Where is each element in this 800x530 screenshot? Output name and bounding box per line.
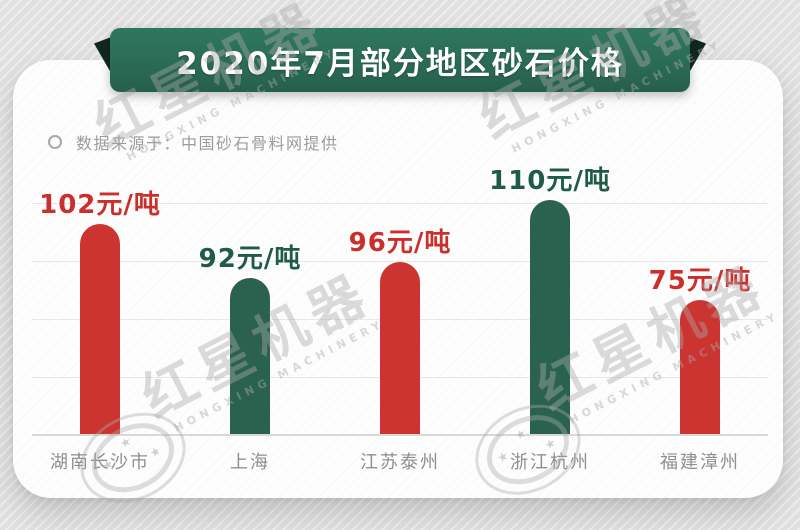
- bar-jiangsu-taizhou: [380, 262, 420, 434]
- page-title: 2020年7月部分地区砂石价格: [176, 45, 624, 82]
- circle-bullet-icon: [48, 135, 62, 149]
- bar-shanghai: [230, 278, 270, 434]
- city-label: 上海: [230, 452, 270, 473]
- bar-zhejiang-hangzhou: [530, 200, 570, 434]
- bar-fujian-zhangzhou: [680, 300, 720, 434]
- city-label: 湖南长沙市: [50, 452, 150, 473]
- city-label: 浙江杭州: [510, 452, 590, 473]
- source-note: 数据来源于：中国砂石骨料网提供: [76, 134, 339, 153]
- gridline: [32, 203, 768, 204]
- source-row: 数据来源于：中国砂石骨料网提供: [48, 130, 339, 154]
- city-label: 福建漳州: [660, 452, 740, 473]
- price-label: 92元/吨: [198, 244, 302, 274]
- gridline: [32, 261, 768, 262]
- price-label: 75元/吨: [648, 266, 752, 296]
- city-label: 江苏泰州: [360, 452, 440, 473]
- bar-hunan-changsha: [80, 224, 120, 434]
- title-banner: 2020年7月部分地区砂石价格: [110, 28, 690, 92]
- axis-baseline: [32, 434, 768, 436]
- price-label: 102元/吨: [39, 190, 161, 220]
- price-label: 96元/吨: [348, 228, 452, 258]
- price-label: 110元/吨: [489, 166, 611, 196]
